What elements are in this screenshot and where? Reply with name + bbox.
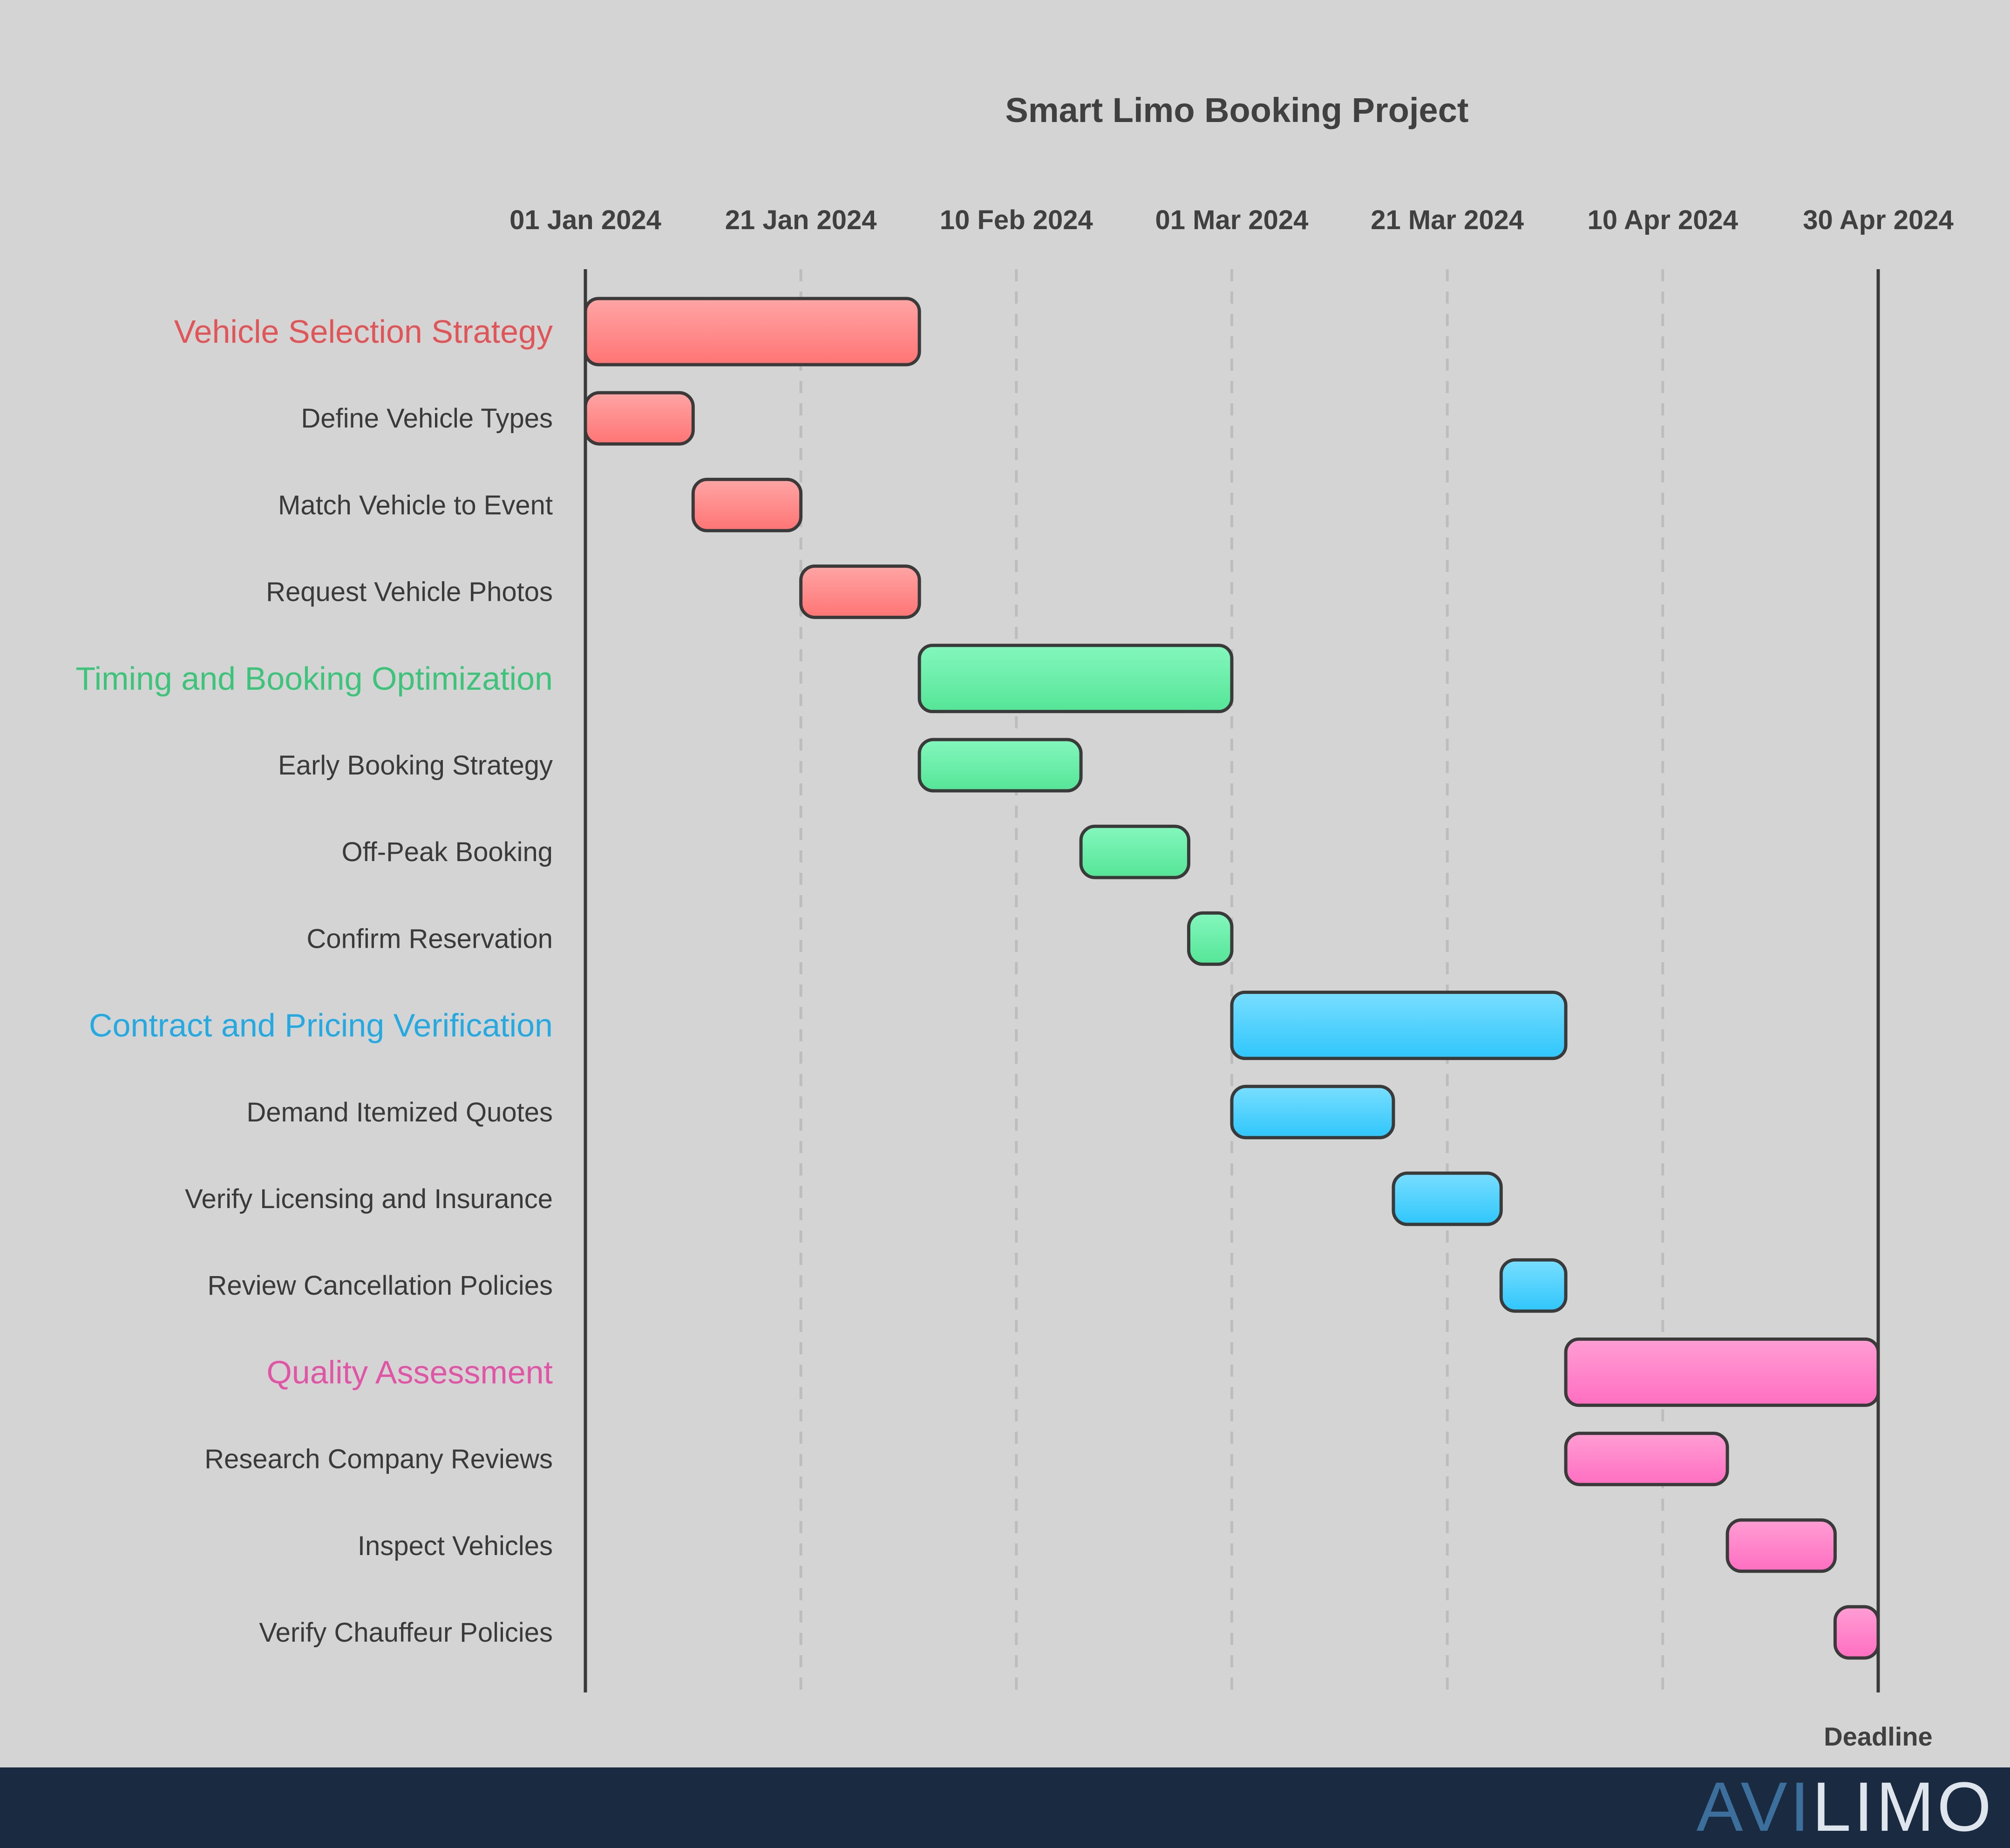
task-bar (1833, 1605, 1880, 1660)
group-label: Vehicle Selection Strategy (174, 313, 553, 350)
deadline-label: Deadline (1824, 1722, 1932, 1751)
group-label: Contract and Pricing Verification (89, 1007, 553, 1044)
x-tick-label: 30 Apr 2024 (1803, 205, 1954, 235)
task-label: Off-Peak Booking (341, 837, 553, 867)
task-label: Define Vehicle Types (301, 403, 553, 434)
task-label: Confirm Reservation (306, 924, 553, 954)
task-bar (584, 391, 695, 446)
x-tick-label: 10 Feb 2024 (940, 205, 1093, 235)
task-bar (1392, 1171, 1503, 1226)
task-bar (691, 477, 803, 532)
task-label: Early Booking Strategy (278, 750, 553, 781)
group-label: Quality Assessment (266, 1354, 553, 1390)
brand-suffix: LIMO (1812, 1776, 1994, 1841)
task-bar (1725, 1518, 1837, 1573)
avilimo-logo: AVILIMO (1697, 1776, 1994, 1841)
group-bar (1564, 1337, 1880, 1407)
x-tick-label: 01 Jan 2024 (509, 205, 661, 235)
task-label: Demand Itemized Quotes (246, 1097, 553, 1128)
task-bar (799, 564, 921, 619)
task-label: Inspect Vehicles (358, 1531, 553, 1561)
task-bar (1079, 824, 1190, 879)
brand-prefix: AVI (1697, 1776, 1813, 1841)
x-tick-label: 21 Jan 2024 (725, 205, 877, 235)
task-label: Review Cancellation Policies (208, 1270, 553, 1301)
group-bar (584, 297, 921, 367)
task-label: Request Vehicle Photos (266, 577, 553, 607)
footer-bar: AVILIMO (0, 1767, 2010, 1848)
svg-text:AVILIMO: AVILIMO (1697, 1776, 1994, 1841)
group-bar (917, 644, 1234, 713)
x-tick-label: 21 Mar 2024 (1371, 205, 1524, 235)
chart-area: Smart Limo Booking Project 01 Jan 2024 21… (75, 91, 1954, 1751)
group-bar (1230, 991, 1568, 1060)
task-label: Verify Licensing and Insurance (185, 1184, 553, 1214)
x-tick-label: 01 Mar 2024 (1155, 205, 1309, 235)
task-bar (1187, 911, 1234, 966)
x-tick-label: 10 Apr 2024 (1588, 205, 1738, 235)
task-bar (1564, 1432, 1729, 1487)
task-label: Research Company Reviews (204, 1444, 553, 1474)
gantt-chart: Smart Limo Booking Project 01 Jan 2024 21… (75, 91, 1954, 1751)
task-bar (1230, 1085, 1395, 1140)
task-bar (917, 738, 1083, 793)
group-label: Timing and Booking Optimization (75, 660, 553, 697)
chart-title: Smart Limo Booking Project (1005, 91, 1468, 129)
task-label: Verify Chauffeur Policies (259, 1617, 553, 1648)
task-bar (1499, 1258, 1568, 1313)
task-label: Match Vehicle to Event (278, 490, 553, 520)
